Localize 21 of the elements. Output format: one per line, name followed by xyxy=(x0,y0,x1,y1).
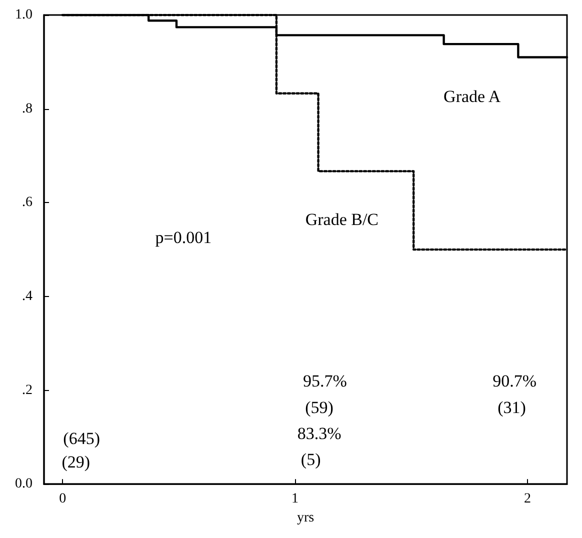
x-tick-label: 0 xyxy=(56,492,70,507)
annotation: (5) xyxy=(300,450,321,470)
annotation: (645) xyxy=(63,429,100,448)
y-tick-label: 0.0 xyxy=(12,476,36,492)
y-tick-label: .2 xyxy=(18,382,36,398)
x-tick-label: 2 xyxy=(520,492,534,507)
x-tick-label: 1 xyxy=(288,492,302,507)
annotation: (59) xyxy=(305,398,334,417)
annotation: Grade A xyxy=(444,87,502,106)
annotation: 90.7% xyxy=(492,372,537,391)
y-tick-label: 1.0 xyxy=(12,8,36,22)
y-tick-label: .4 xyxy=(18,288,36,304)
y-tick-label: .6 xyxy=(18,195,36,210)
annotation: (31) xyxy=(498,398,526,417)
annotation: p=0.001 xyxy=(155,228,212,248)
y-tick-label: .8 xyxy=(18,101,36,116)
x-axis-title: yrs xyxy=(296,510,314,526)
annotation: 83.3% xyxy=(297,424,342,443)
annotation: (29) xyxy=(62,452,90,472)
annotation: Grade B/C xyxy=(305,210,379,229)
annotation: 95.7% xyxy=(303,372,347,391)
